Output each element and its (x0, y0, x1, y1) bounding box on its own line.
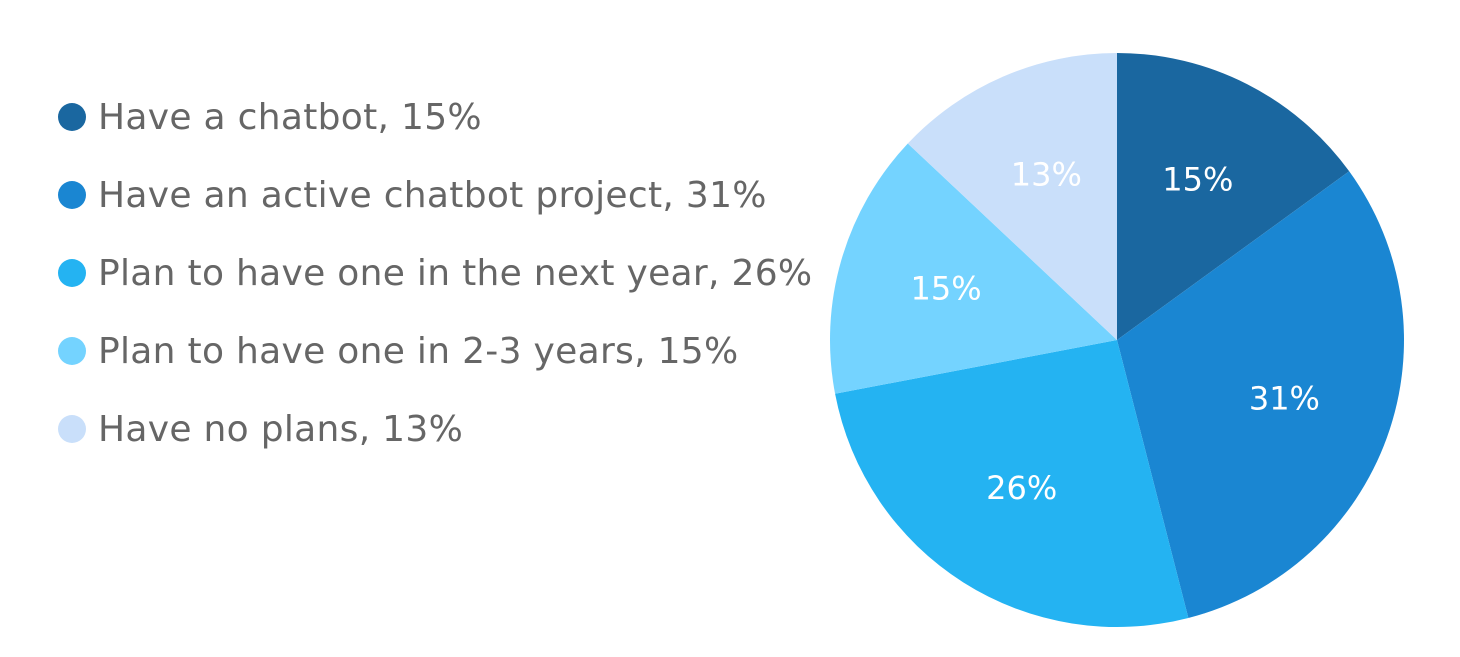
legend-swatch (58, 103, 86, 131)
legend-item-no-plans: Have no plans, 13% (58, 390, 812, 468)
pie-slice-1 (1117, 53, 1350, 340)
pie-data-label-3: 26% (986, 469, 1057, 507)
legend-item-2-3-years: Plan to have one in 2-3 years, 15% (58, 312, 812, 390)
pie-data-label-2: 31% (1249, 379, 1320, 417)
pie-data-label-5: 13% (1011, 156, 1082, 194)
legend-item-active-project: Have an active chatbot project, 31% (58, 156, 812, 234)
legend: Have a chatbot, 15% Have an active chatb… (58, 78, 812, 468)
pie-data-labels: 15% 31% 26% 15% 13% (911, 156, 1320, 508)
legend-swatch (58, 181, 86, 209)
legend-label: Plan to have one in 2-3 years, 15% (98, 330, 739, 372)
legend-item-next-year: Plan to have one in the next year, 26% (58, 234, 812, 312)
pie-slice-2 (1117, 171, 1404, 618)
legend-item-have-chatbot: Have a chatbot, 15% (58, 78, 812, 156)
pie-slice-5 (907, 53, 1117, 340)
legend-swatch (58, 415, 86, 443)
legend-label: Have no plans, 13% (98, 408, 464, 450)
pie-slices (829, 53, 1404, 627)
legend-swatch (58, 337, 86, 365)
pie-data-label-4: 15% (911, 269, 982, 307)
legend-label: Have an active chatbot project, 31% (98, 174, 767, 216)
legend-swatch (58, 259, 86, 287)
pie-slice-3 (835, 340, 1189, 627)
pie-data-label-1: 15% (1162, 161, 1233, 199)
pie-slice-4 (829, 143, 1117, 394)
legend-label: Have a chatbot, 15% (98, 96, 482, 138)
legend-label: Plan to have one in the next year, 26% (98, 252, 813, 294)
